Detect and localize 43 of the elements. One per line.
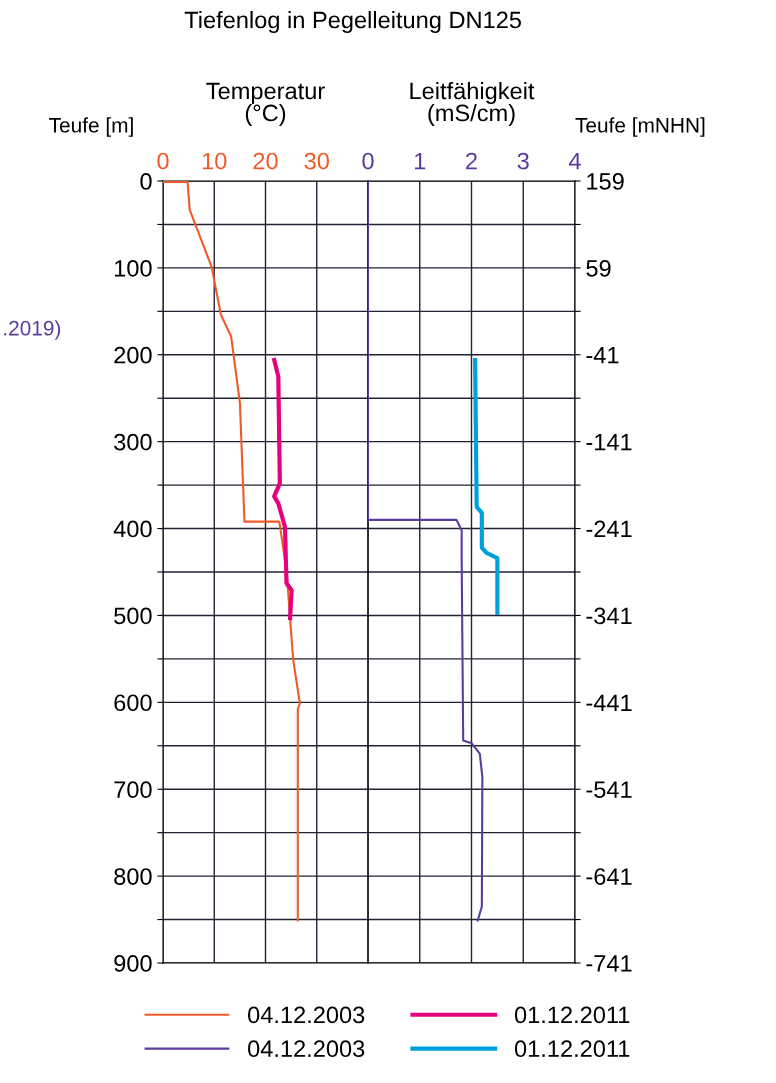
y-axis-title: Teufe [mNHN] — [575, 117, 705, 137]
legend-label: 04.12.2003 — [248, 1006, 365, 1024]
y-tick-label: 500 — [114, 607, 152, 625]
y-tick-label: -341 — [586, 607, 632, 625]
y-tick-label: 59 — [586, 259, 611, 277]
y-tick-label: 200 — [114, 346, 152, 364]
y-tick-label: -441 — [586, 694, 632, 711]
y-tick-label: 0 — [140, 173, 152, 190]
x-tick-label: 10 — [202, 152, 227, 170]
y-tick-label: -741 — [586, 955, 632, 972]
x-axis-title: Leitfähigkeit (mS/cm) — [410, 81, 535, 126]
y-tick-label: -541 — [586, 781, 632, 799]
y-tick-label: -641 — [586, 868, 632, 885]
y-tick-label: 400 — [113, 520, 152, 538]
x-tick-label: 3 — [517, 152, 529, 170]
y-axis-title: Teufe [m] — [49, 117, 133, 137]
x-tick-label: 1 — [414, 152, 426, 170]
x-axis-title: Temperatur (°C) — [206, 82, 325, 126]
x-tick-label: 0 — [362, 152, 374, 170]
x-tick-label: 4 — [568, 152, 581, 170]
y-tick-label: 900 — [114, 955, 152, 972]
chart-title: Tiefenlog in Pegelleitung DN125 — [184, 11, 521, 33]
y-tick-label: 600 — [114, 694, 152, 712]
y-tick-label: 700 — [114, 781, 152, 799]
legend-label: 04.12.2003 — [248, 1040, 365, 1058]
line-series — [272, 357, 294, 621]
legend-label: 01.12.2011 — [514, 1006, 630, 1024]
y-tick-label: 300 — [114, 433, 152, 451]
x-tick-label: 30 — [304, 152, 329, 170]
y-tick-label: 100 — [114, 259, 152, 277]
legend-label: 01.12.2011 — [514, 1040, 630, 1058]
y-tick-label: 159 — [587, 173, 624, 190]
x-tick-label: 20 — [253, 152, 278, 170]
line-series — [163, 181, 301, 922]
y-tick-label: -41 — [586, 347, 619, 364]
line-series — [368, 181, 484, 922]
y-tick-label: 800 — [114, 868, 152, 885]
line-series — [473, 357, 500, 615]
y-tick-label: -141 — [586, 433, 632, 451]
x-tick-label: 0 — [157, 152, 169, 170]
x-tick-label: 2 — [466, 152, 477, 170]
y-tick-label: -241 — [586, 520, 632, 538]
text: .2019) — [4, 320, 61, 340]
